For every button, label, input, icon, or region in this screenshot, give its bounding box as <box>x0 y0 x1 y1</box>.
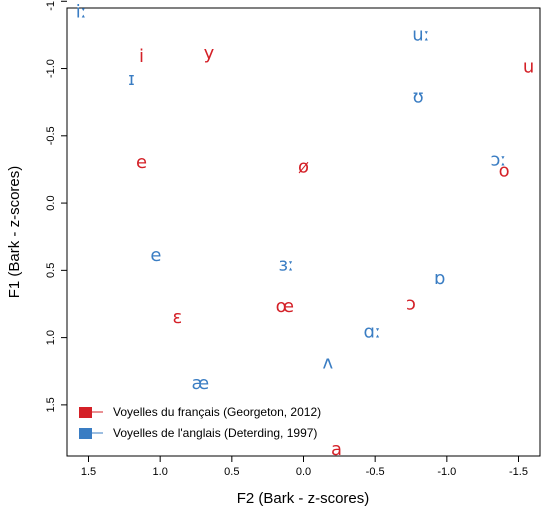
french-vowel-label: a <box>331 439 342 460</box>
vowel-points: i y u e ø o ɛ œ ɔ a iː uː ɪ ʊ ɔː e ɜː ɒ ɑː ʌ æ <box>76 2 534 460</box>
y-axis: -1.5 -1.0 -0.5 0.0 0.5 1.0 1.5 <box>45 0 67 413</box>
x-axis-title: F2 (Bark - z-scores) <box>237 490 370 507</box>
x-tick-label: 1.0 <box>153 466 168 478</box>
french-vowel-label: i <box>139 46 144 67</box>
french-vowel-label: ø <box>298 156 309 177</box>
english-vowel-label: ɒ <box>434 268 445 289</box>
y-axis-title: F1 (Bark - z-scores) <box>6 166 23 299</box>
x-tick-label: 1.5 <box>81 466 96 478</box>
french-vowel-label: ɛ <box>172 307 182 328</box>
y-tick-label: -1.0 <box>45 59 57 78</box>
english-vowel-label: uː <box>412 24 429 45</box>
y-tick-label: -0.5 <box>45 126 57 145</box>
plot-frame <box>66 7 541 457</box>
x-axis: 1.5 1.0 0.5 0.0 -0.5 -1.0 -1.5 <box>81 456 528 478</box>
x-tick-label: -1.5 <box>509 466 528 478</box>
english-vowel-label: ʊ <box>413 86 424 107</box>
french-vowel-label: ɔ <box>406 293 416 314</box>
x-tick-label: 0.0 <box>296 466 311 478</box>
y-tick-label: -1.5 <box>45 0 57 11</box>
english-vowel-label: æ <box>191 373 209 394</box>
x-tick-label: -1.0 <box>437 466 456 478</box>
french-vowel-label: o <box>499 160 510 181</box>
french-vowel-label: y <box>204 43 215 64</box>
french-vowel-label: œ <box>276 296 294 317</box>
y-tick-label: 0.0 <box>45 195 57 210</box>
legend-label: Voyelles du français (Georgeton, 2012) <box>113 405 321 419</box>
english-vowel-label: ɑː <box>364 322 382 343</box>
legend: Voyelles du français (Georgeton, 2012) Vo… <box>79 405 321 440</box>
french-vowel-label: e <box>136 152 147 173</box>
english-vowel-label: ɪ <box>128 69 135 90</box>
y-tick-label: 1.0 <box>45 330 57 345</box>
english-vowel-label: ʌ <box>323 353 334 374</box>
y-tick-label: 0.5 <box>45 263 57 278</box>
english-vowel-label: ɔː <box>490 150 506 171</box>
french-vowel-label: u <box>523 57 534 78</box>
english-vowel-label: ɜː <box>278 254 294 275</box>
english-vowel-label: e <box>150 245 161 266</box>
x-tick-label: 0.5 <box>224 466 239 478</box>
x-tick-label: -0.5 <box>366 466 385 478</box>
legend-label: Voyelles de l'anglais (Deterding, 1997) <box>113 426 317 440</box>
english-vowel-label: iː <box>76 2 87 23</box>
y-tick-label: 1.5 <box>45 397 57 412</box>
